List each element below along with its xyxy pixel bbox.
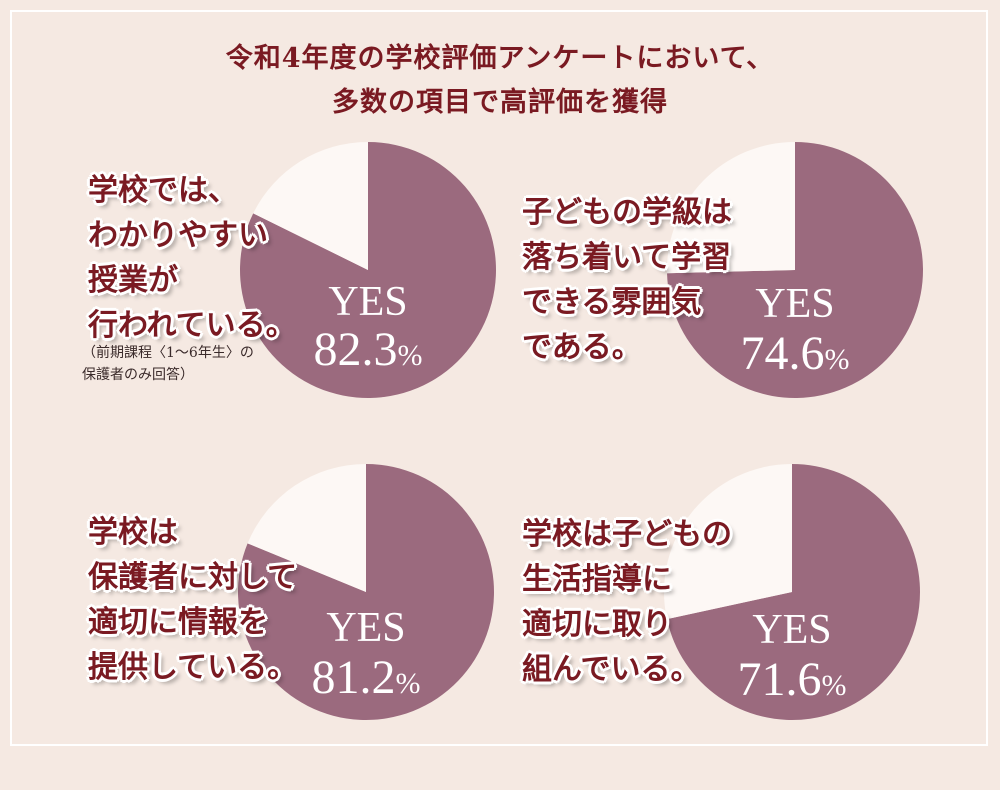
pie-slice-yes — [667, 142, 923, 398]
pie-chart — [240, 142, 496, 398]
question-label: 子どもの学級は 落ち着いて学習 できる雰囲気 である。 — [522, 190, 732, 370]
note-line: （前期課程〈1〜6年生〉の — [82, 345, 254, 361]
pie-chart — [667, 142, 923, 398]
note-line: 保護者のみ回答） — [82, 367, 194, 383]
pie-chart — [238, 464, 494, 720]
pie-slice-no — [253, 142, 368, 270]
question-line: 行われている。 — [88, 308, 296, 343]
page-title-line1: 令和4年度の学校評価アンケートにおいて、 — [225, 43, 775, 74]
decorative-frame — [10, 10, 988, 746]
yes-label: YES — [328, 279, 408, 325]
survey-panel-information: YES 81.2% 学校は 保護者に対して 適切に情報を 提供している。 — [0, 460, 494, 790]
percentage-value: 82.3 — [313, 323, 398, 376]
question-line: できる雰囲気 — [522, 285, 702, 320]
survey-panel-classroom: YES 74.6% 子どもの学級は 落ち着いて学習 できる雰囲気 である。 — [490, 130, 970, 460]
pie-slice-no — [664, 464, 792, 620]
percentage-unit: % — [824, 343, 850, 376]
pie-slice-no — [667, 142, 795, 274]
percentage-value: 81.2 — [311, 651, 396, 704]
yes-percentage: 81.2% — [286, 650, 446, 705]
percentage-unit: % — [397, 339, 423, 372]
question-label: 学校は子どもの 生活指導に 適切に取り 組んでいる。 — [522, 512, 732, 692]
question-line: 授業が — [88, 263, 178, 298]
question-line: 保護者に対して — [88, 560, 298, 595]
pie-slice-no — [247, 464, 366, 592]
question-line: 学校は子どもの — [522, 517, 732, 552]
yes-label: YES — [326, 605, 406, 651]
question-line: 子どもの学級は — [522, 195, 732, 230]
respondent-note: （前期課程〈1〜6年生〉の 保護者のみ回答） — [82, 342, 254, 386]
percentage-unit: % — [395, 667, 421, 700]
pie-chart — [664, 464, 920, 720]
pie-slice-yes — [666, 464, 920, 720]
percentage-unit: % — [821, 669, 847, 702]
question-line: 生活指導に — [522, 562, 672, 597]
question-line: 学校は — [88, 515, 178, 550]
percentage-value: 71.6 — [737, 653, 822, 706]
question-line: 適切に情報を — [88, 605, 268, 640]
page-title-line2: 多数の項目で高評価を獲得 — [332, 87, 668, 118]
question-line: 組んでいる。 — [522, 652, 701, 687]
question-line: 落ち着いて学習 — [522, 240, 732, 275]
question-line: わかりやすい — [88, 218, 268, 253]
survey-panel-teaching: YES 82.3% 学校では、 わかりやすい 授業が 行われている。 （前期課程… — [0, 130, 496, 460]
yes-percentage: 74.6% — [715, 326, 875, 381]
yes-label: YES — [755, 281, 835, 327]
percentage-value: 74.6 — [740, 327, 825, 380]
question-line: 提供している。 — [88, 650, 298, 685]
question-label: 学校では、 わかりやすい 授業が 行われている。 — [88, 168, 296, 348]
survey-panel-guidance: YES 71.6% 学校は子どもの 生活指導に 適切に取り 組んでいる。 — [490, 460, 970, 790]
question-line: である。 — [522, 330, 642, 365]
yes-percentage: 71.6% — [712, 652, 872, 707]
question-label: 学校は 保護者に対して 適切に情報を 提供している。 — [88, 510, 297, 690]
question-line: 学校では、 — [88, 173, 238, 208]
yes-percentage: 82.3% — [288, 322, 448, 377]
question-line: 適切に取り — [522, 607, 672, 642]
yes-label: YES — [752, 607, 832, 653]
